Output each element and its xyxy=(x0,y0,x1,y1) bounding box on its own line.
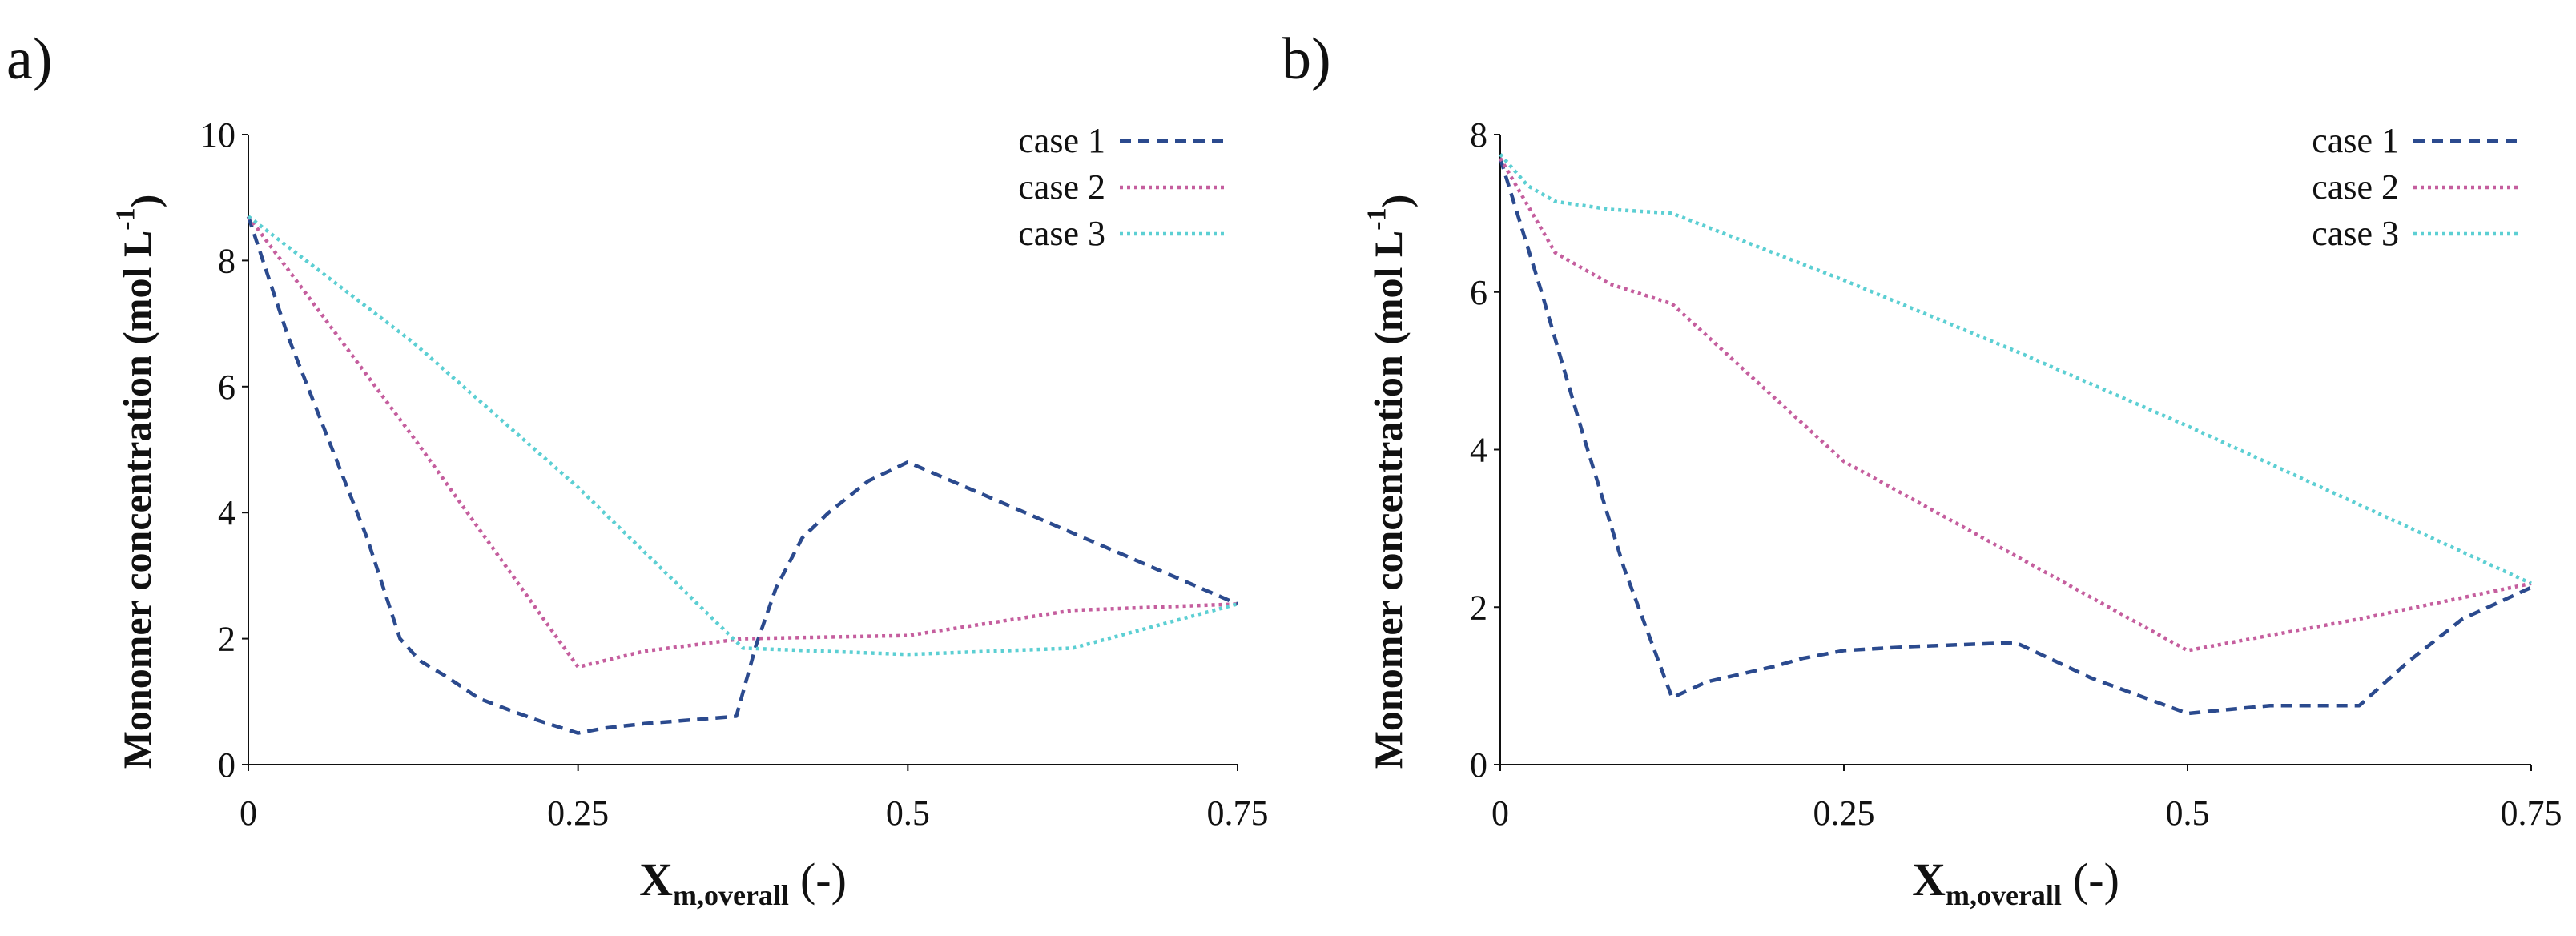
legend: case 1 case 2 case 3 xyxy=(2312,121,2519,253)
y-axis-label: Monomer concentration (mol L-1) xyxy=(1362,195,1419,769)
panel-label: a) xyxy=(6,26,53,92)
x-tick-label: 0.75 xyxy=(2501,793,2562,833)
x-axis-label: Xm,overall (-) xyxy=(639,854,847,911)
y-tick-label: 0 xyxy=(218,745,235,785)
y-axis-label-close: ) xyxy=(123,195,167,208)
legend-label: case 2 xyxy=(1018,167,1105,207)
x-tick-label: 0.5 xyxy=(2166,793,2210,833)
y-axis-label-superscript: -1 xyxy=(111,207,141,230)
panel-label: b) xyxy=(1282,26,1331,92)
y-tick-label: 0 xyxy=(1470,745,1487,785)
series-line-case-3 xyxy=(1499,153,2532,585)
chart-panel-b: b) 0 2 4 6 8 0 0.25 0.5 0.75 Monomer concentration… xyxy=(1282,26,2562,911)
x-tick-label: 0.25 xyxy=(547,793,609,833)
y-tick-label: 6 xyxy=(218,368,235,407)
y-tick-label: 10 xyxy=(200,115,235,155)
y-tick-label: 4 xyxy=(218,493,235,532)
y-tick-label: 2 xyxy=(1470,588,1487,627)
series-line-case-1 xyxy=(246,215,1238,735)
x-tick-label: 0 xyxy=(1491,793,1509,833)
y-tick-label: 8 xyxy=(218,241,235,280)
y-axis-label: Monomer concentration (mol L-1) xyxy=(111,195,167,769)
legend-label: case 1 xyxy=(2312,121,2399,160)
x-tick-label: 0.5 xyxy=(886,793,930,833)
y-tick-label: 4 xyxy=(1470,431,1487,470)
x-axis-label-subscript: m,overall xyxy=(1946,879,2062,911)
y-axis-label-superscript: -1 xyxy=(1362,207,1392,230)
y-axis-label-text: Monomer concentration (mol L xyxy=(1366,231,1411,769)
x-tick-label: 0.25 xyxy=(1813,793,1875,833)
legend-label: case 3 xyxy=(1018,214,1105,253)
x-axis-label-unit: (-) xyxy=(2073,854,2119,906)
y-tick-label: 8 xyxy=(1470,115,1487,155)
series-line-case-2 xyxy=(247,215,1238,669)
series-line-case-3 xyxy=(247,215,1238,657)
legend-label: case 3 xyxy=(2312,214,2399,253)
y-axis-label-text: Monomer concentration (mol L xyxy=(115,231,159,769)
x-tick-label: 0.75 xyxy=(1207,793,1269,833)
series-line-case-2 xyxy=(1499,157,2532,653)
x-tick-label: 0 xyxy=(239,793,257,833)
x-axis-label: Xm,overall (-) xyxy=(1912,854,2119,911)
legend-label: case 1 xyxy=(1018,121,1105,160)
y-tick-label: 2 xyxy=(218,620,235,659)
x-axis-label-main: X xyxy=(639,854,673,906)
y-axis-label-close: ) xyxy=(1374,195,1419,208)
legend: case 1 case 2 case 3 xyxy=(1018,121,1226,253)
x-axis-label-main: X xyxy=(1912,854,1946,906)
series-line-case-1 xyxy=(1498,157,2532,716)
legend-label: case 2 xyxy=(2312,167,2399,207)
y-tick-label: 6 xyxy=(1470,273,1487,312)
chart-panel-a: a) 0 2 4 6 8 10 0 0.25 0.5 0.75 Monomer concentrati… xyxy=(6,26,1269,911)
x-axis-label-subscript: m,overall xyxy=(673,879,789,911)
x-axis-label-unit: (-) xyxy=(800,854,847,906)
